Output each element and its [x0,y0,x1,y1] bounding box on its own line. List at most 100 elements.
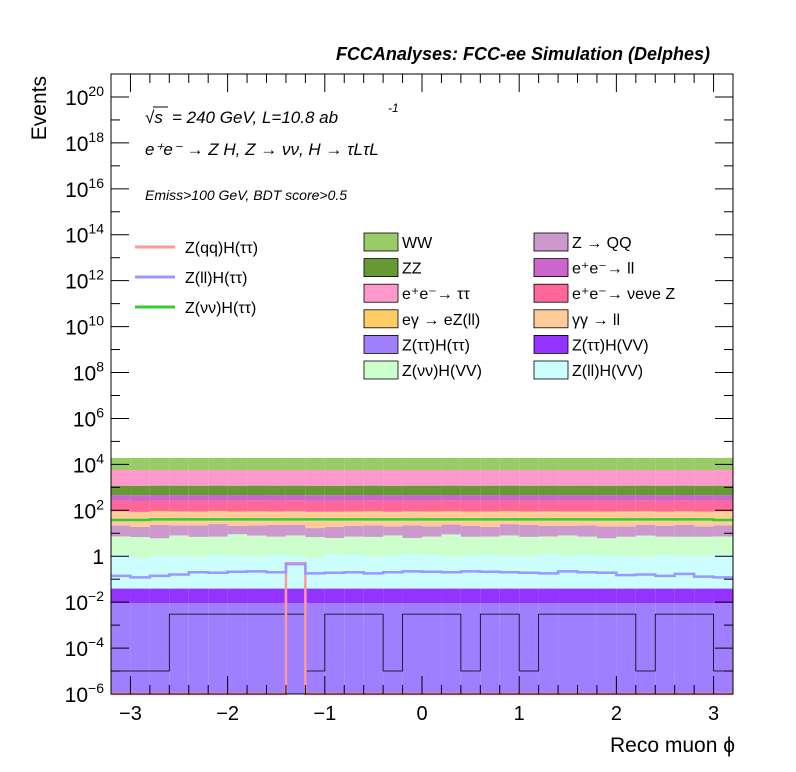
bar-z-h [480,603,500,694]
legend-label-z-h-vv: Z(ττ)H(VV) [572,337,649,354]
bar-ww [227,457,248,471]
bar-e-e [480,470,500,486]
bar-z-h-vv [149,588,170,604]
bar-z-h-vv [577,536,597,555]
x-tick-label: 1 [514,703,525,725]
legend-swatch-z-qq [533,232,569,252]
bar-z-qq [227,525,248,535]
bar-e-ez-ll [383,511,403,513]
legend-label-e-ez-ll: eγ → eZ(ll) [402,312,480,329]
bar-z-h-vv [694,588,714,604]
bar-e-e-e-e-z [402,500,422,512]
bar-e-e-e-e-z [713,500,733,512]
bar-zz [344,485,364,496]
bar-z-h-vv [402,537,422,555]
bar-z-h-vv [266,536,286,555]
bar-zz [305,485,325,496]
y-tick-label: 10−2 [65,588,105,615]
bar-z-h-vv [363,588,384,604]
y-tick-label: 102 [73,496,104,523]
bar-e-e-e-e-z [499,500,520,512]
legend-label-e-e: e⁺e⁻→ ττ [402,286,470,303]
stack-outlines [111,613,733,672]
bar-zz [538,485,559,496]
bar-e-e-ll [596,495,617,501]
bar-e-e [616,470,636,486]
bar-z-h-vv [499,535,520,556]
x-tick-label: 3 [708,703,719,725]
bar-z-h-vv [616,536,636,556]
bar-z-h-vv [208,588,228,604]
bar-z-h-vv [169,535,189,556]
bar-zz [713,485,733,496]
lumi-exponent-label: -1 [388,101,399,115]
bar-z-h-vv [674,588,695,604]
bar-e-e-e-e-z [188,500,209,512]
legend-label-zz: ZZ [402,261,422,278]
bar-e-ez-ll [596,511,617,513]
bar-ww [169,457,189,471]
bar-ww [149,457,170,471]
bar-z-ll-h-vv [169,555,189,589]
bar-z-h [149,603,170,694]
legend-label-z-h-vv: Z(νν)H(VV) [402,363,482,380]
bar-ww [130,457,150,471]
bar-e-e-ll [694,495,714,501]
legend-swatch-ww [363,232,399,252]
bar-e-e [596,470,617,486]
bar-z-h-vv [305,588,325,604]
bar-e-e-ll [266,495,286,501]
bar-z-h-vv [655,536,675,555]
bar-e-e [285,470,306,486]
bar-e-e [188,470,209,486]
bar-z-h [363,603,384,694]
bar-e-e-e-e-z [285,500,306,512]
bar-e-ez-ll [616,511,636,513]
bar-zz [519,485,539,496]
process-label: e⁺e⁻ → Z H, Z → νν, H → τLτL [145,140,379,159]
bar-ww [596,457,617,471]
bar-e-e-ll [422,495,442,501]
legend-label-z-h: Z(ττ)H(ττ) [402,337,470,354]
y-axis-title: Events [28,76,51,140]
bar-z-h [305,603,325,694]
bar-e-ez-ll [169,511,189,513]
bar-e-ez-ll [713,511,733,513]
bar-zz [324,485,345,496]
legend-swatch-e-e-e-e-z [533,283,569,303]
bar-z-h-vv [130,588,150,604]
bar-e-ez-ll [635,511,656,513]
bar-z-h-vv [188,536,209,557]
bar-z-qq [558,525,578,536]
bar-e-e-ll [713,495,733,501]
bar-z-h [402,603,422,694]
bar-e-e-e-e-z [324,500,345,512]
bar-z-h-vv [538,536,559,555]
bar-e-e [441,470,461,486]
legend-label-z-ll-h-vv: Z(ll)H(VV) [572,363,643,380]
bar-z-h-vv [324,588,345,604]
bar-z-h-vv [713,588,733,604]
bar-e-e [266,470,286,486]
legend-swatch-zz [363,258,399,278]
bar-e-e [519,470,539,486]
legend-label-e-e-e-e-z: e⁺e⁻→ νeνe Z [572,286,675,303]
bar-z-ll-h-vv [674,555,695,589]
bar-z-ll-h-vv [324,554,345,589]
bar-z-h-vv [111,588,131,604]
bar-ww [499,457,520,471]
y-tick-label: 1016 [65,175,104,202]
legend-swatch-z-h-vv [533,334,569,354]
bar-e-e-ll [635,495,656,501]
bar-e-e [344,470,364,486]
legend-label-z-qq-h: Z(qq)H(ττ) [185,240,258,257]
chart-title: FCCAnalyses: FCC-ee Simulation (Delphes) [336,44,710,64]
bar-e-e-ll [538,495,559,501]
bar-e-ez-ll [558,511,578,513]
bar-z-h-vv [499,588,520,604]
bar-z-h-vv [460,588,481,604]
bar-z-h [383,603,403,694]
bar-z-h [344,603,364,694]
bar-z-h [227,603,248,694]
bar-e-e [635,470,656,486]
